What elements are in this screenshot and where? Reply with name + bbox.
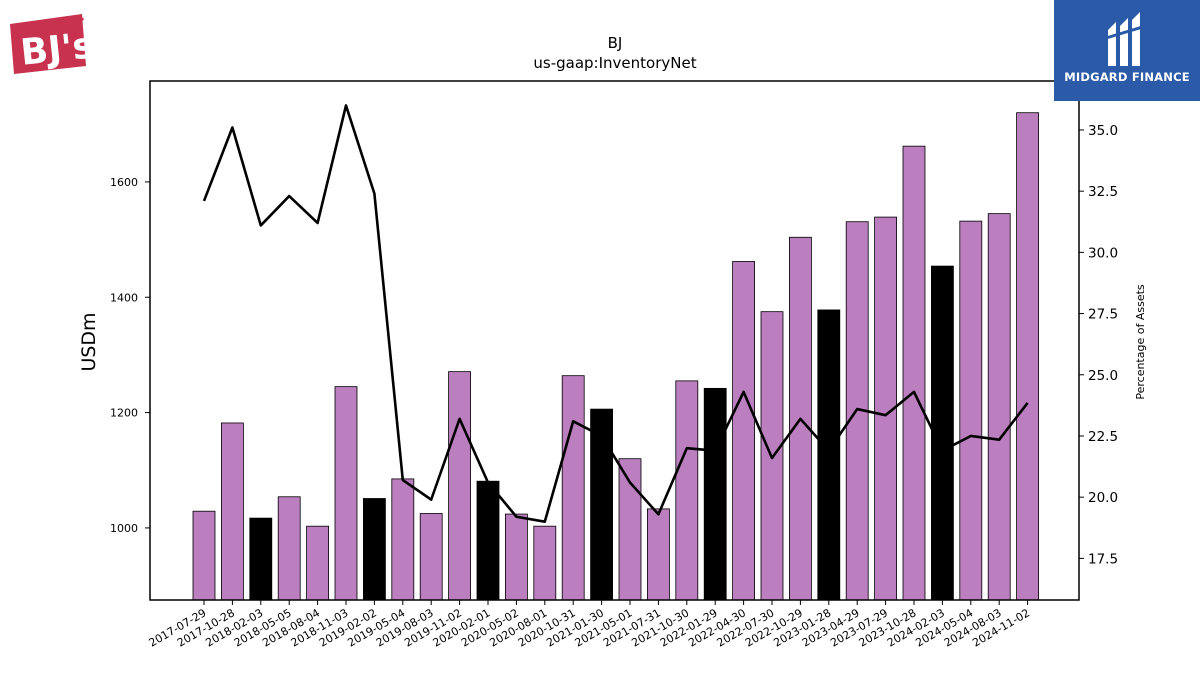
bar xyxy=(220,422,244,601)
bar xyxy=(647,508,670,601)
bar xyxy=(902,145,926,601)
percentage-line xyxy=(202,104,1029,523)
plot-frame xyxy=(149,80,1080,601)
y2-tick-label: 17.5 xyxy=(1088,551,1118,567)
bar xyxy=(277,496,301,601)
bar xyxy=(959,220,983,601)
bar xyxy=(476,480,500,601)
bar xyxy=(675,380,699,601)
bar xyxy=(533,525,557,601)
y2-tick-label: 35.0 xyxy=(1088,123,1118,139)
bar xyxy=(362,498,386,601)
y2-tick-label: 22.5 xyxy=(1088,429,1118,445)
bar xyxy=(1016,112,1039,601)
bar xyxy=(817,309,841,601)
y2-tick-label: 20.0 xyxy=(1088,490,1118,506)
y-tick-label: 1600 xyxy=(110,176,138,189)
y2-tick-label: 27.5 xyxy=(1088,307,1118,323)
y2-tick-label: 32.5 xyxy=(1088,184,1118,200)
bar xyxy=(334,386,358,601)
chart-subtitle: us-gaap:InventoryNet xyxy=(533,54,696,72)
bar xyxy=(618,458,642,601)
bar xyxy=(391,478,415,601)
bar xyxy=(192,510,216,601)
bar xyxy=(504,513,528,601)
line-series xyxy=(202,104,1029,523)
bjs-logo: BJ's xyxy=(8,10,96,74)
y-tick-label: 1400 xyxy=(110,291,138,304)
bar xyxy=(703,387,727,601)
chart-title: BJ xyxy=(608,34,623,52)
y2-axis-label: Percentage of Assets xyxy=(1134,284,1147,400)
bar xyxy=(561,375,585,601)
bar xyxy=(448,371,472,601)
y-axis-label: USDm xyxy=(78,312,100,371)
y2-tick-label: 25.0 xyxy=(1088,368,1118,384)
bar xyxy=(306,525,330,601)
bar xyxy=(987,213,1011,601)
svg-text:BJ's: BJ's xyxy=(19,25,88,73)
y-tick-label: 1000 xyxy=(110,522,138,535)
bar xyxy=(249,517,273,601)
y-tick-label: 1200 xyxy=(110,407,138,420)
midgard-finance-logo: MIDGARD FINANCE xyxy=(1054,0,1200,101)
midgard-finance-label: MIDGARD FINANCE xyxy=(1064,70,1190,84)
bar-series xyxy=(192,112,1039,601)
bar xyxy=(732,261,755,601)
bar xyxy=(419,513,443,601)
y2-tick-label: 30.0 xyxy=(1088,245,1118,261)
